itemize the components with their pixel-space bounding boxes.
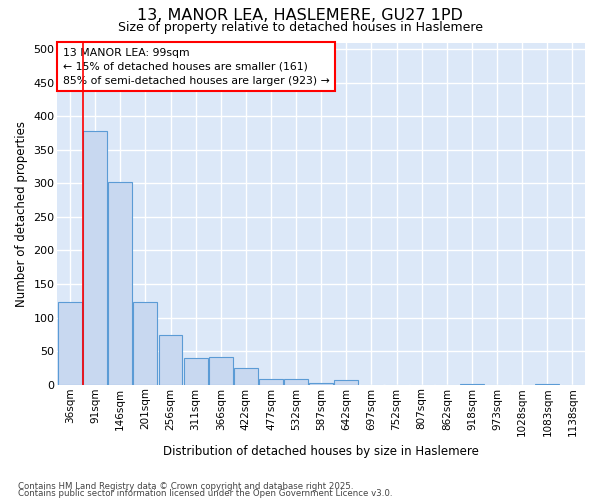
Bar xyxy=(209,357,233,384)
Bar xyxy=(133,302,157,384)
Text: Contains HM Land Registry data © Crown copyright and database right 2025.: Contains HM Land Registry data © Crown c… xyxy=(18,482,353,491)
Bar xyxy=(58,302,82,384)
Bar xyxy=(158,335,182,384)
Bar xyxy=(259,380,283,384)
Bar xyxy=(109,182,132,384)
Y-axis label: Number of detached properties: Number of detached properties xyxy=(15,120,28,306)
Bar xyxy=(184,358,208,384)
Text: Contains public sector information licensed under the Open Government Licence v3: Contains public sector information licen… xyxy=(18,490,392,498)
Text: 13, MANOR LEA, HASLEMERE, GU27 1PD: 13, MANOR LEA, HASLEMERE, GU27 1PD xyxy=(137,8,463,22)
Text: 13 MANOR LEA: 99sqm
← 15% of detached houses are smaller (161)
85% of semi-detac: 13 MANOR LEA: 99sqm ← 15% of detached ho… xyxy=(63,48,329,86)
Bar xyxy=(83,131,107,384)
Text: Size of property relative to detached houses in Haslemere: Size of property relative to detached ho… xyxy=(118,21,482,34)
Bar xyxy=(284,378,308,384)
Bar xyxy=(334,380,358,384)
X-axis label: Distribution of detached houses by size in Haslemere: Distribution of detached houses by size … xyxy=(163,444,479,458)
Bar xyxy=(234,368,258,384)
